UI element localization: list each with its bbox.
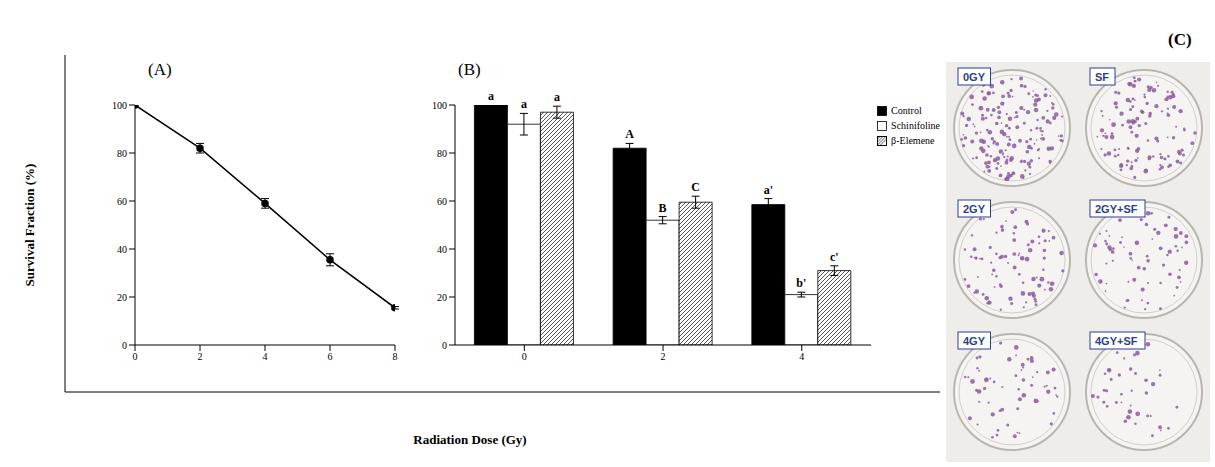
svg-text:2: 2 [661, 351, 666, 362]
svg-text:4GY+SF: 4GY+SF [1095, 335, 1138, 347]
svg-text:0: 0 [442, 340, 447, 351]
html-text:Radiation Dose (Gy): Radiation Dose (Gy) [413, 432, 527, 447]
html-text:(A): (A) [148, 60, 172, 79]
svg-text:8: 8 [393, 351, 398, 362]
html-text:Schinifoline: Schinifoline [891, 120, 940, 131]
svg-text:0: 0 [522, 351, 527, 362]
svg-text:100: 100 [112, 100, 127, 111]
svg-text:a': a' [764, 183, 773, 197]
svg-text:60: 60 [437, 196, 447, 207]
svg-text:SF: SF [1095, 71, 1109, 83]
svg-text:60: 60 [117, 196, 127, 207]
svg-text:0GY: 0GY [963, 71, 986, 83]
svg-text:20: 20 [437, 292, 447, 303]
svg-text:100: 100 [432, 100, 447, 111]
svg-text:40: 40 [437, 244, 447, 255]
svg-text:80: 80 [437, 148, 447, 159]
svg-text:b': b' [796, 276, 806, 290]
svg-text:80: 80 [117, 148, 127, 159]
svg-text:2GY+SF: 2GY+SF [1095, 203, 1138, 215]
html-text:(C): (C) [1168, 30, 1192, 49]
svg-text:A: A [625, 127, 634, 141]
svg-text:2: 2 [198, 351, 203, 362]
html-text:β-Elemene: β-Elemene [891, 135, 935, 146]
svg-text:6: 6 [328, 351, 333, 362]
svg-text:a: a [554, 90, 560, 104]
svg-text:a: a [488, 89, 494, 103]
svg-text:4GY: 4GY [963, 335, 986, 347]
svg-text:B: B [659, 201, 667, 215]
svg-text:4: 4 [263, 351, 268, 362]
svg-text:40: 40 [117, 244, 127, 255]
svg-text:4: 4 [799, 351, 804, 362]
svg-text:c': c' [830, 250, 839, 264]
svg-text:2GY: 2GY [963, 203, 986, 215]
html-text:Survival Fraction (%): Survival Fraction (%) [22, 163, 37, 287]
html-text:(B): (B) [458, 60, 481, 79]
svg-text:a: a [521, 97, 527, 111]
svg-text:0: 0 [133, 351, 138, 362]
html-text:Control: Control [891, 105, 922, 116]
svg-text:20: 20 [117, 292, 127, 303]
svg-text:C: C [691, 180, 700, 194]
svg-text:0: 0 [122, 340, 127, 351]
